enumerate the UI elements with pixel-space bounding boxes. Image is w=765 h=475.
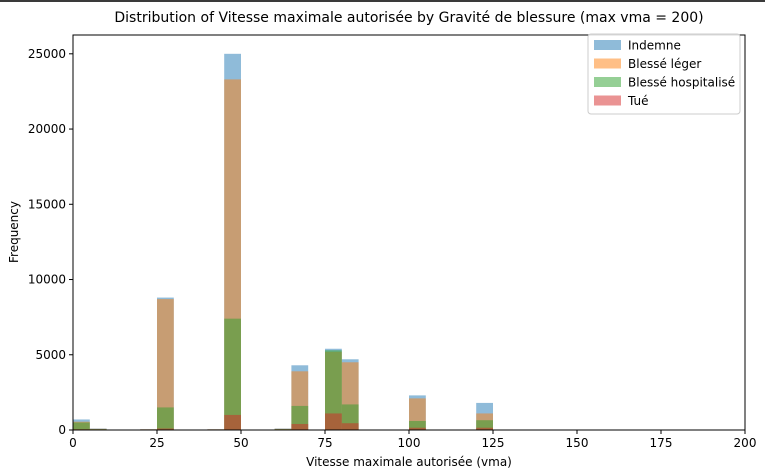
- legend-label: Tué: [627, 94, 649, 108]
- series-3: [73, 413, 493, 430]
- x-tick-label: 175: [650, 436, 673, 450]
- bar: [157, 299, 174, 430]
- bar: [409, 420, 426, 430]
- bar: [341, 423, 359, 430]
- x-tick-label: 125: [482, 436, 505, 450]
- bar: [291, 423, 309, 430]
- legend-label: Blessé léger: [628, 57, 701, 71]
- y-tick-label: 15000: [28, 197, 66, 211]
- bar: [409, 427, 426, 430]
- legend-item: Tué: [594, 94, 649, 108]
- x-tick-label: 25: [149, 436, 164, 450]
- legend: Indemne Blessé léger Blessé hospitalisé Tué: [587, 33, 741, 115]
- y-tick-label: 10000: [28, 273, 66, 287]
- x-tick-label: 75: [317, 436, 332, 450]
- x-tick-label: 200: [734, 436, 757, 450]
- x-tick-label: 100: [398, 436, 421, 450]
- legend-swatch: [594, 77, 621, 87]
- bar: [157, 407, 174, 430]
- bar: [325, 413, 342, 430]
- series-1: [73, 79, 493, 430]
- x-axis: 0 25 50 75 100 125 150 175 200: [69, 430, 756, 450]
- bar: [73, 422, 90, 430]
- bar: [157, 428, 174, 430]
- bar: [325, 350, 342, 430]
- y-tick-label: 25000: [28, 47, 66, 61]
- legend-items: Indemne Blessé léger Blessé hospitalisé Tué: [594, 39, 735, 108]
- bars-layer: [73, 53, 493, 431]
- x-tick-label: 0: [69, 436, 77, 450]
- legend-item: Blessé hospitalisé: [594, 76, 735, 90]
- bar: [224, 318, 241, 430]
- series-0: [73, 53, 493, 431]
- y-axis: 0 5000 10000 15000 20000 25000: [28, 47, 73, 437]
- bar: [476, 420, 493, 430]
- legend-label: Blessé hospitalisé: [628, 76, 735, 90]
- x-tick-label: 50: [233, 436, 248, 450]
- chart-title: Distribution of Vitesse maximale autoris…: [114, 10, 703, 26]
- x-axis-label: Vitesse maximale autorisée (vma): [306, 455, 512, 469]
- window-top-border: [0, 0, 765, 2]
- y-tick-label: 0: [58, 423, 66, 437]
- x-tick-label: 150: [566, 436, 589, 450]
- legend-box: [587, 33, 741, 115]
- bar: [224, 414, 241, 430]
- legend-swatch: [594, 58, 621, 69]
- series-2: [73, 318, 493, 430]
- y-tick-label: 20000: [28, 122, 66, 136]
- y-axis-label: Frequency: [7, 201, 21, 263]
- y-tick-label: 5000: [35, 348, 66, 362]
- bar: [476, 427, 493, 430]
- legend-item: Indemne: [594, 39, 681, 53]
- legend-swatch: [594, 40, 621, 50]
- legend-label: Indemne: [628, 39, 681, 53]
- legend-item: Blessé léger: [594, 57, 701, 71]
- legend-swatch: [594, 95, 621, 106]
